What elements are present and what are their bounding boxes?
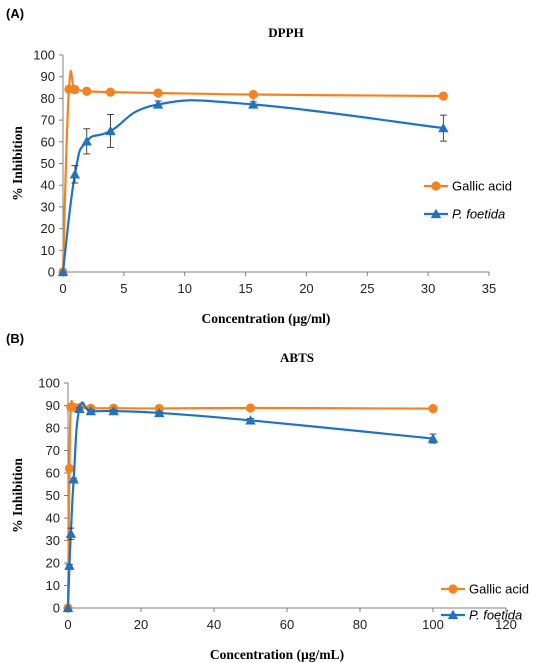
chart-title: DPPH — [268, 25, 303, 40]
legend-marker — [431, 181, 441, 191]
legend-label: Gallic acid — [452, 179, 512, 194]
data-point — [438, 91, 448, 101]
panel-label: (A) — [6, 6, 24, 21]
y-axis-title: % Inhibition — [10, 458, 25, 533]
x-tick-label: 20 — [134, 617, 148, 632]
data-point — [85, 405, 97, 416]
series-line — [61, 70, 444, 273]
y-tick-label: 0 — [53, 601, 60, 616]
y-tick-label: 100 — [33, 48, 55, 63]
x-tick-label: 20 — [299, 281, 313, 296]
y-tick-label: 60 — [41, 134, 55, 149]
legend-marker — [448, 584, 458, 594]
x-tick-label: 100 — [422, 617, 444, 632]
x-tick-label: 5 — [120, 281, 127, 296]
legend-marker — [430, 208, 442, 219]
data-point — [108, 405, 119, 416]
y-tick-label: 90 — [41, 69, 55, 84]
chart-title: ABTS — [280, 350, 314, 365]
data-point — [248, 99, 259, 109]
legend-label: Gallic acid — [469, 582, 529, 597]
data-point — [427, 433, 439, 443]
data-point — [245, 403, 256, 413]
y-tick-label: 40 — [46, 511, 60, 526]
y-tick-label: 100 — [38, 376, 60, 391]
x-tick-label: 60 — [280, 617, 294, 632]
data-point — [154, 407, 165, 418]
x-tick-label: 120 — [495, 617, 517, 632]
chart-panel-b: (B) ABTS 0 10 20 30 40 50 60 70 80 90 100 0 20 40 60 80 10… — [6, 331, 529, 662]
data-point — [105, 125, 116, 136]
y-axis-title: % Inhibition — [10, 126, 25, 201]
y-tick-label: 90 — [46, 398, 60, 413]
data-point — [65, 528, 77, 538]
panel-label: (B) — [6, 331, 24, 346]
data-point — [57, 266, 69, 277]
y-tick-label: 30 — [46, 533, 60, 548]
x-tick-label: 40 — [207, 617, 221, 632]
chart-panel-a: (A) DPPH 0 10 20 30 40 50 60 70 80 90 100 0 5 10 15 20 25 3… — [6, 6, 512, 326]
legend-label: P. foetida — [452, 207, 505, 222]
y-tick-label: 50 — [46, 488, 60, 503]
data-point — [428, 404, 438, 414]
x-tick-label: 25 — [360, 281, 374, 296]
y-tick-label: 20 — [41, 221, 55, 236]
y-tick-label: 80 — [41, 91, 55, 106]
x-tick-label: 10 — [177, 281, 191, 296]
x-tick-label: 0 — [59, 281, 66, 296]
series-line — [66, 401, 434, 609]
data-point — [74, 403, 85, 414]
x-axis-title: Concentration (µg/mL) — [210, 647, 344, 662]
y-tick-label: 0 — [48, 265, 55, 280]
data-point — [152, 99, 164, 109]
y-tick-label: 70 — [41, 113, 55, 128]
y-tick-label: 20 — [46, 556, 60, 571]
y-tick-label: 10 — [46, 578, 60, 593]
data-point — [64, 560, 75, 570]
x-tick-label: 35 — [482, 281, 496, 296]
y-tick-label: 70 — [46, 443, 60, 458]
y-tick-label: 40 — [41, 178, 55, 193]
data-point — [105, 87, 116, 97]
data-point — [153, 88, 163, 98]
y-tick-label: 10 — [41, 243, 55, 258]
data-point — [438, 122, 449, 133]
data-point — [82, 86, 92, 96]
legend-label: P. foetida — [469, 608, 522, 623]
data-point — [245, 415, 256, 425]
x-tick-label: 0 — [64, 617, 71, 632]
data-point — [68, 474, 79, 484]
series-p-foetida — [62, 401, 439, 613]
series-p-foetida — [57, 99, 449, 277]
y-tick-label: 50 — [41, 156, 55, 171]
y-tick-label: 60 — [46, 466, 60, 481]
legend-marker — [447, 609, 459, 620]
data-point — [64, 463, 75, 474]
data-point — [70, 84, 80, 95]
y-tick-label: 30 — [41, 199, 55, 214]
x-tick-label: 80 — [353, 617, 367, 632]
x-tick-label: 30 — [421, 281, 435, 296]
data-point — [69, 169, 81, 179]
series-gallic-acid — [58, 70, 448, 277]
x-axis-title: Concentration (µg/ml) — [202, 311, 331, 326]
data-point — [248, 89, 258, 100]
series-line — [61, 99, 444, 273]
x-tick-label: 15 — [238, 281, 252, 296]
data-point — [81, 136, 92, 146]
data-point — [62, 602, 74, 613]
y-tick-label: 80 — [46, 421, 60, 436]
